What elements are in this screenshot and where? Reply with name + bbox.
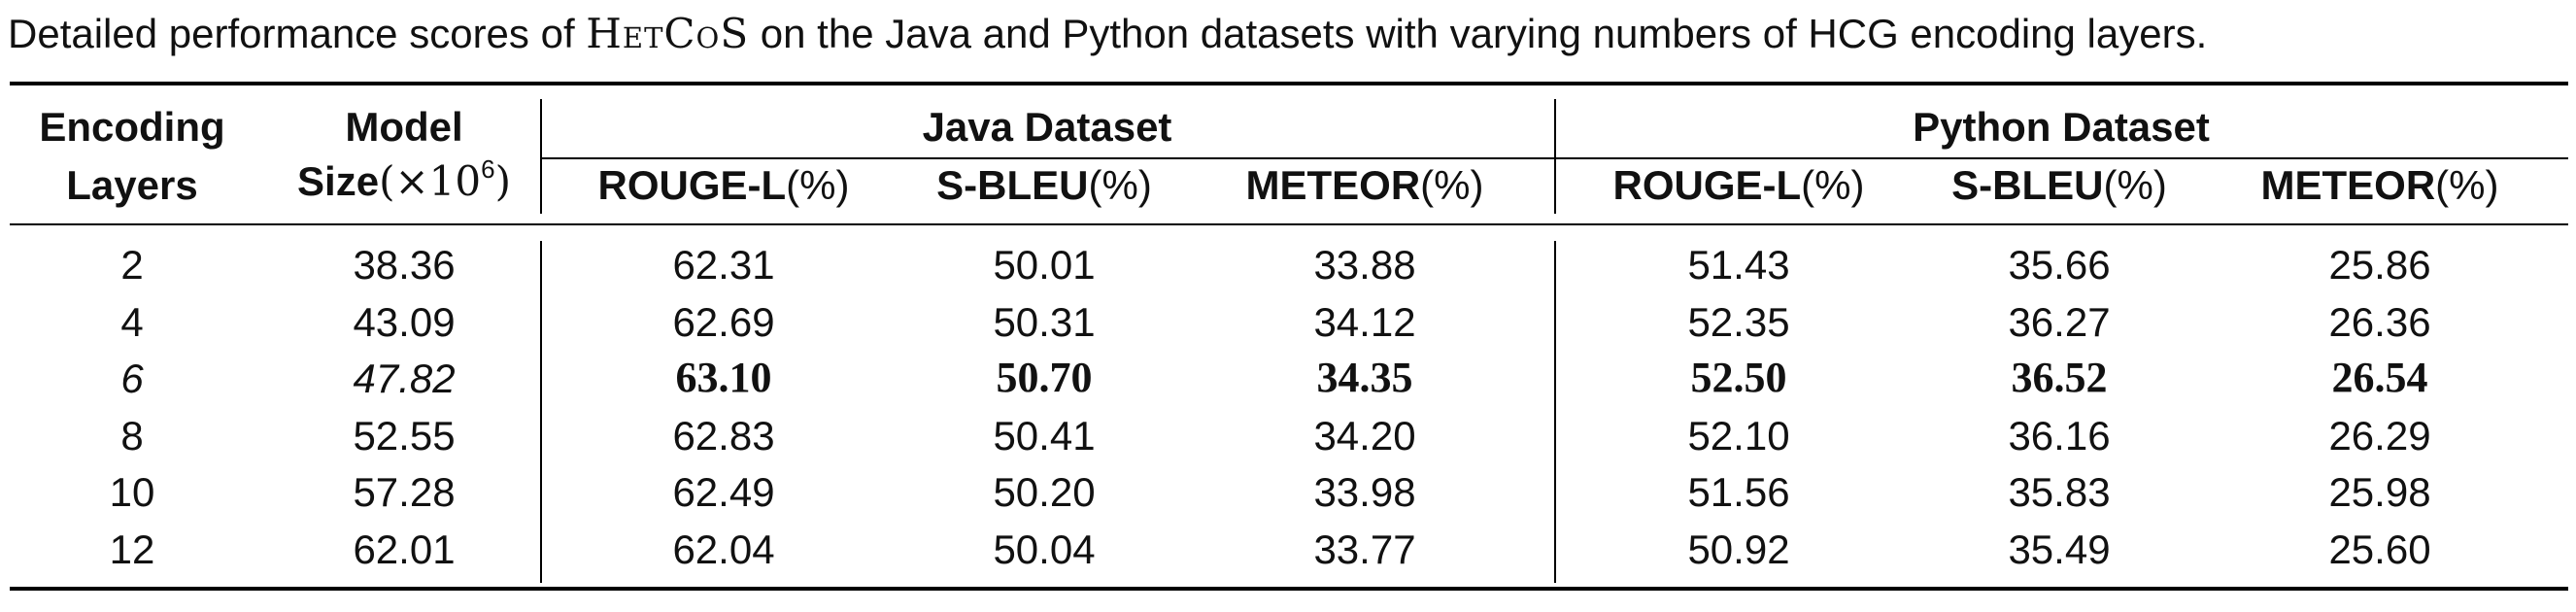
cell-python-rouge: 51.43 [1687, 242, 1790, 288]
python-header-separator [1554, 99, 1556, 214]
cell-python-meteor: 25.60 [2328, 526, 2431, 572]
metric-name: S-BLEU [1951, 162, 2104, 208]
cell-size: 62.01 [353, 526, 456, 572]
header-java-meteor: METEOR(%) [1246, 165, 1484, 206]
cell-java-sbleu: 50.20 [993, 469, 1096, 515]
cell-python-sbleu: 36.52 [2011, 354, 2108, 401]
header-rule [10, 223, 2568, 225]
cell-java-sbleu: 50.41 [993, 412, 1096, 459]
header-model-size-close: ) [494, 157, 511, 205]
cell-layers: 8 [120, 412, 144, 459]
cell-size: 43.09 [353, 298, 456, 345]
cell-python-sbleu: 35.83 [2008, 469, 2111, 515]
metric-name: ROUGE-L [597, 162, 787, 208]
header-model-line1: Model [345, 104, 463, 150]
cell-java-meteor: 33.77 [1313, 526, 1416, 572]
cell-java-rouge: 62.69 [672, 298, 775, 345]
header-model-size-unit: (×10 [379, 157, 482, 205]
cell-python-sbleu: 36.16 [2008, 412, 2111, 459]
cell-python-meteor: 26.36 [2328, 298, 2431, 345]
cell-size: 38.36 [353, 242, 456, 288]
header-model-size-exponent: 6 [481, 154, 495, 184]
header-python-group: Python Dataset [1913, 104, 2210, 150]
cell-java-sbleu: 50.70 [996, 354, 1093, 401]
top-rule [10, 82, 2568, 85]
header-model-size-label: Size [297, 158, 380, 204]
caption-prefix: Detailed performance scores of [8, 11, 587, 56]
cell-python-rouge: 52.50 [1690, 354, 1787, 401]
header-python-meteor: METEOR(%) [2261, 165, 2499, 206]
cell-layers: 10 [109, 469, 155, 515]
cell-java-meteor: 34.35 [1316, 354, 1413, 401]
header-java-rouge: ROUGE-L(%) [598, 165, 850, 206]
metric-unit: (%) [786, 162, 850, 208]
cell-java-meteor: 34.20 [1313, 412, 1416, 459]
cell-python-sbleu: 36.27 [2008, 298, 2111, 345]
metric-unit: (%) [1801, 162, 1865, 208]
metric-name: METEOR [1245, 162, 1421, 208]
java-body-separator [540, 241, 542, 583]
metric-unit: (%) [1420, 162, 1484, 208]
cell-layers: 2 [120, 242, 144, 288]
cell-python-meteor: 25.86 [2328, 242, 2431, 288]
header-java-sbleu: S-BLEU(%) [936, 165, 1152, 206]
cell-size: 57.28 [353, 469, 456, 515]
python-body-separator [1554, 241, 1556, 583]
header-encoding-line2: Layers [66, 162, 198, 208]
cell-layers: 6 [120, 356, 144, 401]
header-java-group: Java Dataset [922, 104, 1172, 150]
java-group-rule [540, 157, 1554, 159]
bottom-rule [10, 587, 2568, 591]
cell-python-rouge: 50.92 [1687, 526, 1790, 572]
python-group-rule [1556, 157, 2568, 159]
cell-java-meteor: 34.12 [1313, 298, 1416, 345]
java-header-separator [540, 99, 542, 214]
header-model-line2: Size(×106) [297, 156, 511, 204]
cell-size: 47.82 [353, 356, 456, 401]
cell-python-meteor: 26.54 [2331, 354, 2428, 401]
cell-java-sbleu: 50.31 [993, 298, 1096, 345]
cell-java-rouge: 62.49 [672, 469, 775, 515]
metric-unit: (%) [2103, 162, 2167, 208]
caption-model-name: HetCoS [586, 10, 750, 57]
header-python-rouge: ROUGE-L(%) [1613, 165, 1865, 206]
cell-python-rouge: 52.10 [1687, 412, 1790, 459]
header-python-sbleu: S-BLEU(%) [1951, 165, 2167, 206]
cell-java-sbleu: 50.04 [993, 526, 1096, 572]
header-encoding-line1: Encoding [39, 104, 225, 150]
caption-suffix: on the Java and Python datasets with var… [749, 11, 2208, 56]
cell-python-sbleu: 35.49 [2008, 526, 2111, 572]
cell-python-rouge: 52.35 [1687, 298, 1790, 345]
cell-java-meteor: 33.98 [1313, 469, 1416, 515]
cell-java-rouge: 62.83 [672, 412, 775, 459]
metric-name: S-BLEU [936, 162, 1089, 208]
cell-python-sbleu: 35.66 [2008, 242, 2111, 288]
cell-layers: 12 [109, 526, 155, 572]
cell-layers: 4 [120, 298, 144, 345]
cell-python-rouge: 51.56 [1687, 469, 1790, 515]
cell-java-meteor: 33.88 [1313, 242, 1416, 288]
cell-python-meteor: 26.29 [2328, 412, 2431, 459]
metric-unit: (%) [2435, 162, 2499, 208]
table-caption: Detailed performance scores of HetCoS on… [8, 14, 2207, 54]
metric-name: ROUGE-L [1612, 162, 1802, 208]
cell-java-sbleu: 50.01 [993, 242, 1096, 288]
cell-size: 52.55 [353, 412, 456, 459]
cell-java-rouge: 62.31 [672, 242, 775, 288]
cell-java-rouge: 62.04 [672, 526, 775, 572]
cell-python-meteor: 25.98 [2328, 469, 2431, 515]
metric-name: METEOR [2260, 162, 2436, 208]
cell-java-rouge: 63.10 [675, 354, 772, 401]
metric-unit: (%) [1088, 162, 1152, 208]
